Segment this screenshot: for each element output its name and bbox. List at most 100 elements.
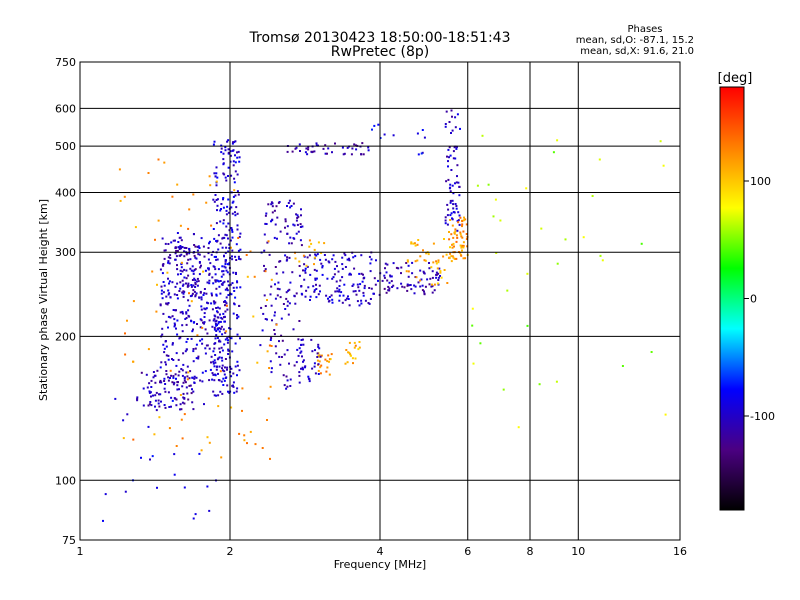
data-point xyxy=(193,269,196,271)
data-point xyxy=(334,260,337,263)
data-point xyxy=(152,371,155,373)
data-point xyxy=(275,205,278,208)
data-point xyxy=(386,263,389,266)
data-point xyxy=(266,299,268,301)
data-point xyxy=(237,315,240,318)
data-point xyxy=(179,273,182,275)
data-point xyxy=(449,183,452,186)
data-point xyxy=(309,273,312,276)
data-point xyxy=(452,150,455,153)
data-point xyxy=(224,377,227,379)
data-point xyxy=(217,372,219,375)
data-point xyxy=(347,295,349,298)
data-point xyxy=(310,242,313,245)
data-point xyxy=(289,385,292,387)
data-point xyxy=(219,370,222,373)
data-point xyxy=(102,519,104,522)
data-point xyxy=(453,257,456,260)
data-point xyxy=(155,310,158,313)
data-point xyxy=(309,295,312,298)
data-point xyxy=(417,153,420,156)
data-point xyxy=(444,219,447,222)
data-point xyxy=(231,350,234,353)
data-point xyxy=(392,134,395,137)
data-point xyxy=(377,123,380,126)
data-point xyxy=(410,241,413,244)
data-point xyxy=(175,352,178,355)
data-point xyxy=(390,280,393,283)
data-point xyxy=(290,242,293,245)
data-point xyxy=(227,151,230,154)
data-point xyxy=(664,413,667,416)
data-point xyxy=(451,243,454,246)
data-point xyxy=(183,246,186,249)
data-point xyxy=(216,337,219,339)
data-point xyxy=(353,143,356,146)
data-point xyxy=(206,485,209,488)
data-point xyxy=(302,368,304,371)
data-point xyxy=(174,323,176,326)
data-point xyxy=(266,350,269,353)
data-point xyxy=(236,317,239,320)
data-point xyxy=(276,287,279,290)
data-point xyxy=(239,258,242,261)
data-point xyxy=(295,292,298,295)
data-point xyxy=(278,288,281,291)
data-point xyxy=(225,302,228,305)
data-point xyxy=(165,295,168,298)
data-point xyxy=(438,267,441,270)
data-point xyxy=(198,296,201,299)
data-point xyxy=(213,379,216,382)
data-point xyxy=(259,344,262,347)
data-point xyxy=(186,375,189,378)
data-point xyxy=(226,271,229,274)
data-point xyxy=(494,198,497,201)
data-point xyxy=(348,351,351,354)
data-point xyxy=(174,373,177,376)
data-point xyxy=(414,260,417,263)
data-point xyxy=(460,254,463,257)
data-point xyxy=(297,338,300,341)
data-point xyxy=(214,194,217,196)
data-point xyxy=(197,253,200,256)
data-point xyxy=(214,301,217,304)
data-point xyxy=(443,269,446,271)
data-point xyxy=(286,379,289,382)
data-point xyxy=(464,257,467,260)
data-point xyxy=(214,323,217,325)
data-point xyxy=(172,239,175,242)
data-point xyxy=(171,342,174,345)
data-point xyxy=(157,158,160,161)
data-point xyxy=(196,284,199,287)
data-point xyxy=(167,315,170,318)
data-point xyxy=(164,249,167,252)
data-point xyxy=(264,214,267,217)
chart-subtitle: RwPretec (8p) xyxy=(331,44,429,60)
data-point xyxy=(176,183,179,186)
data-point xyxy=(358,341,361,343)
data-point xyxy=(179,394,182,396)
data-point xyxy=(410,242,413,245)
data-point xyxy=(226,205,229,208)
data-point xyxy=(195,280,198,283)
data-point xyxy=(194,279,197,282)
data-point xyxy=(367,146,370,149)
data-point xyxy=(170,374,173,377)
data-point xyxy=(391,286,394,288)
data-point xyxy=(305,264,308,267)
data-point xyxy=(196,245,199,248)
data-point xyxy=(445,110,448,113)
data-point xyxy=(298,371,301,374)
data-point xyxy=(183,376,186,379)
data-point xyxy=(162,343,165,346)
data-point xyxy=(351,147,354,150)
data-point xyxy=(311,367,314,370)
data-point xyxy=(163,351,166,354)
data-point xyxy=(182,396,185,399)
data-point xyxy=(368,302,371,305)
data-point xyxy=(407,264,410,267)
data-point xyxy=(176,250,179,252)
data-point xyxy=(319,355,322,358)
data-point xyxy=(286,304,289,307)
data-point xyxy=(174,252,177,255)
